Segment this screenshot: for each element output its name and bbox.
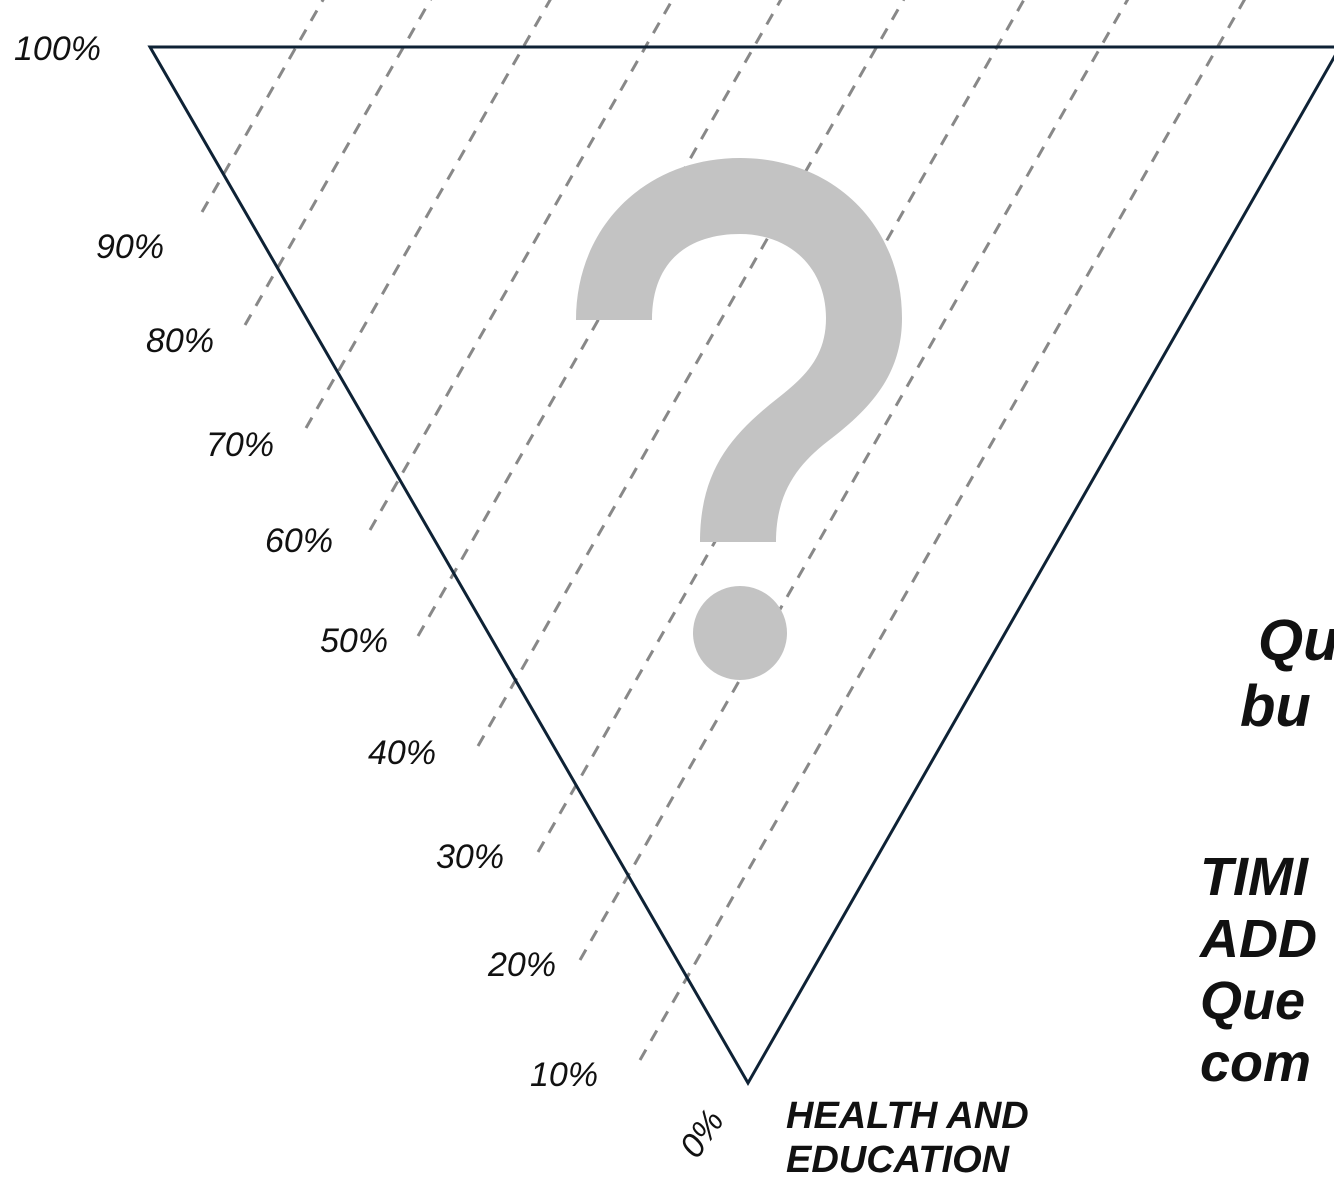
triangle-outline	[147, 45, 1334, 1087]
axis-title-line-1: HEALTH AND	[786, 1095, 1029, 1137]
tick-label-80: 80%	[146, 322, 215, 360]
axis-title: HEALTH AND EDUCATION	[786, 1094, 1029, 1182]
clipped-line: TIMI	[1200, 847, 1308, 907]
tick-label-70: 70%	[206, 426, 275, 464]
clipped-line: Que	[1200, 971, 1306, 1031]
tick-label-50: 50%	[320, 622, 389, 660]
clipped-text-block-2: TIMI ADD Que com	[1200, 846, 1317, 1094]
tick-label-60: 60%	[265, 522, 334, 560]
dashed-guides	[200, 0, 1247, 1061]
guide-line-50	[416, 0, 783, 637]
guide-line-20	[578, 0, 1130, 961]
clipped-text-block-1: Qu bu	[1240, 608, 1334, 740]
tick-label-40: 40%	[368, 734, 437, 772]
guide-line-10	[638, 0, 1247, 1061]
tick-label-100: 100%	[14, 30, 101, 68]
question-mark-icon	[576, 158, 902, 680]
tick-label-20: 20%	[488, 946, 557, 984]
clipped-line: ADD	[1200, 909, 1317, 969]
clipped-line: Qu	[1258, 608, 1334, 673]
clipped-line: bu	[1240, 674, 1311, 739]
tick-label-10: 10%	[530, 1056, 599, 1094]
axis-title-line-2: EDUCATION	[786, 1139, 1010, 1181]
clipped-line: com	[1200, 1033, 1312, 1093]
tick-label-90: 90%	[96, 228, 165, 266]
tick-label-30: 30%	[436, 838, 505, 876]
guide-line-30	[536, 0, 1026, 853]
